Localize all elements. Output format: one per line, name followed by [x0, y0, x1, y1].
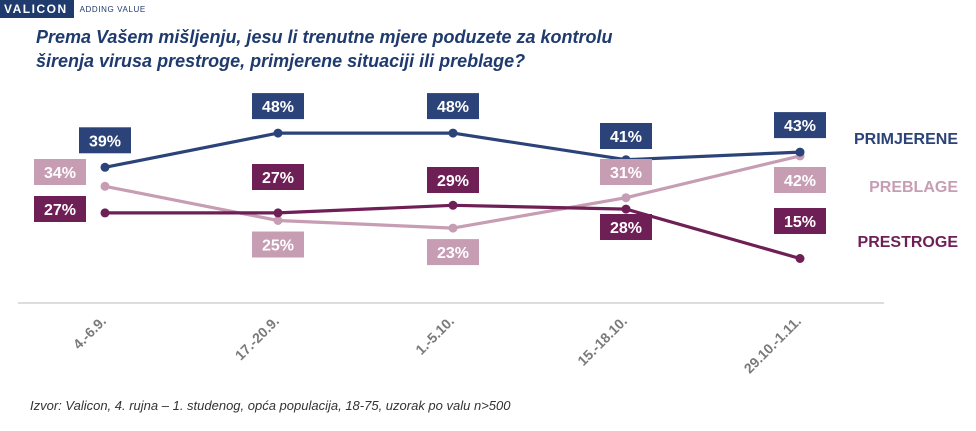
data-label-prestroge: 15%: [784, 214, 816, 231]
data-label-box-primjerene: [427, 93, 479, 120]
data-point-primjerene: [100, 162, 110, 172]
chart-title: Prema Vašem mišljenju, jesu li trenutne …: [36, 25, 656, 73]
data-label-box-prestroge: [427, 167, 479, 193]
data-label-primjerene: 48%: [262, 99, 294, 116]
chart-title-line-1: Prema Vašem mišljenju, jesu li trenutne …: [36, 27, 613, 47]
data-point-prestroge: [273, 208, 283, 218]
source-note: Izvor: Valicon, 4. rujna – 1. studenog, …: [30, 398, 511, 413]
chart-title-line-2: širenja virusa prestroge, primjerene sit…: [36, 51, 526, 71]
data-point-primjerene: [448, 128, 458, 138]
brand-bar: VALICON ADDING VALUE: [0, 0, 160, 18]
valicon-logo: VALICON: [0, 0, 74, 18]
data-point-prestroge: [100, 208, 110, 218]
data-label-primjerene: 48%: [437, 99, 469, 116]
data-label-box-prestroge: [252, 164, 304, 190]
x-tick-label: 17.-20.9.: [232, 313, 282, 363]
data-label-box-prestroge: [774, 208, 826, 234]
x-tick-label: 29.10.-1.11.: [741, 313, 805, 377]
x-tick-label: 4.-6.9.: [70, 313, 109, 352]
x-tick-label: 15.-18.10.: [574, 313, 630, 369]
data-label-prestroge: 29%: [437, 173, 469, 190]
data-label-box-primjerene: [774, 112, 826, 139]
data-point-prestroge: [621, 204, 631, 214]
data-label-box-preblage: [600, 159, 652, 185]
legend-label-prestroge: PRESTROGE: [858, 234, 959, 251]
data-point-primjerene: [273, 128, 283, 138]
data-label-box-primjerene: [600, 123, 652, 149]
data-label-box-prestroge: [600, 214, 652, 240]
data-label-prestroge: 27%: [262, 170, 294, 187]
x-tick-label: 1.-5.10.: [412, 313, 457, 358]
data-label-box-primjerene: [252, 93, 304, 120]
data-label-prestroge: 28%: [610, 220, 642, 237]
legend-label-primjerene: PRIMJERENE: [854, 131, 958, 148]
data-label-primjerene: 39%: [89, 133, 121, 150]
data-label-prestroge: 27%: [44, 202, 76, 219]
series-line-primjerene: [104, 131, 801, 169]
data-label-primjerene: 41%: [610, 129, 642, 146]
data-label-box-preblage: [34, 159, 86, 185]
data-point-primjerene: [795, 147, 805, 157]
data-point-prestroge: [448, 200, 458, 210]
brand-tagline: ADDING VALUE: [79, 4, 146, 14]
data-label-primjerene: 43%: [784, 118, 816, 135]
data-label-box-preblage: [774, 167, 826, 193]
legend-label-preblage: PREBLAGE: [869, 179, 958, 196]
data-label-box-preblage: [252, 231, 304, 258]
data-label-preblage: 25%: [262, 238, 294, 255]
data-point-prestroge: [795, 254, 805, 263]
data-point-preblage: [448, 223, 458, 233]
data-label-box-primjerene: [79, 127, 131, 154]
data-point-preblage: [100, 181, 110, 191]
data-label-preblage: 23%: [437, 245, 469, 262]
data-label-box-prestroge: [34, 196, 86, 222]
data-label-preblage: 31%: [610, 165, 642, 182]
data-label-box-preblage: [427, 239, 479, 266]
data-point-preblage: [273, 216, 283, 225]
data-label-preblage: 42%: [784, 173, 816, 190]
data-label-preblage: 34%: [44, 165, 76, 182]
data-point-preblage: [621, 193, 631, 203]
